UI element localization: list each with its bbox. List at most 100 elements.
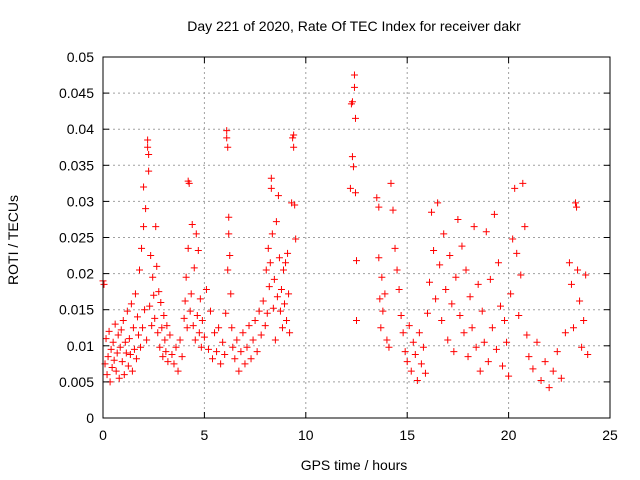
data-point <box>235 367 243 375</box>
tick-labels: 0 5 10 15 20 25 0 0.005 0.01 0.015 0.02 0.025 0.03 0.… <box>59 49 618 443</box>
y-tick-label: 0.05 <box>67 49 94 65</box>
data-point <box>277 285 285 293</box>
data-point <box>109 338 117 346</box>
data-point <box>157 298 165 306</box>
data-point <box>421 369 429 377</box>
data-point <box>262 266 270 274</box>
data-point <box>349 163 357 171</box>
data-point <box>573 203 581 211</box>
data-point <box>245 322 253 330</box>
data-point <box>181 297 189 305</box>
data-point <box>229 343 237 351</box>
data-point <box>541 358 549 366</box>
data-point <box>496 302 504 310</box>
data-point <box>108 363 116 371</box>
data-point <box>164 358 172 366</box>
data-point <box>428 208 436 216</box>
data-point <box>488 324 496 332</box>
data-point <box>180 314 188 322</box>
data-point <box>492 345 500 353</box>
data-point <box>353 257 360 265</box>
data-point <box>134 331 142 339</box>
data-point <box>259 297 267 305</box>
data-point <box>115 374 123 382</box>
data-point <box>478 307 486 315</box>
data-point <box>153 262 161 270</box>
data-point <box>275 254 283 262</box>
data-point <box>206 307 214 315</box>
data-point <box>417 360 425 368</box>
data-point <box>561 329 569 337</box>
data-point <box>140 183 148 191</box>
data-point <box>537 376 545 384</box>
data-point <box>399 329 407 337</box>
data-point <box>187 290 195 298</box>
data-point <box>227 290 235 298</box>
data-point <box>407 367 415 375</box>
data-point <box>264 244 272 252</box>
data-point <box>152 223 160 231</box>
data-point <box>460 329 468 337</box>
data-point <box>130 345 138 353</box>
data-point <box>501 317 509 325</box>
data-point <box>578 343 586 351</box>
data-point <box>376 295 384 303</box>
data-point <box>413 376 421 384</box>
data-point <box>253 348 261 356</box>
data-point <box>452 273 460 281</box>
data-point <box>192 230 200 238</box>
data-point <box>255 307 263 315</box>
data-point <box>292 235 300 243</box>
y-tick-label: 0.03 <box>67 193 94 209</box>
data-point <box>159 353 167 361</box>
data-point <box>223 127 231 135</box>
data-point <box>353 317 360 325</box>
data-point <box>170 360 178 368</box>
data-point <box>166 331 174 339</box>
data-point <box>147 252 155 260</box>
data-point <box>151 314 159 322</box>
data-point <box>122 349 130 357</box>
data-point <box>168 350 176 358</box>
data-point <box>486 275 494 283</box>
data-point <box>389 206 397 214</box>
data-point <box>261 322 269 330</box>
data-point <box>100 280 108 288</box>
data-point <box>470 223 478 231</box>
data-point <box>184 244 192 252</box>
data-point <box>162 348 170 356</box>
data-point <box>375 254 383 262</box>
data-point <box>484 358 492 366</box>
data-point <box>373 194 381 202</box>
data-point <box>503 338 511 346</box>
data-point <box>222 309 230 317</box>
data-point <box>118 358 126 366</box>
data-point <box>247 355 255 363</box>
data-point <box>409 338 417 346</box>
data-point <box>231 355 239 363</box>
data-point <box>529 365 537 373</box>
data-point <box>138 244 146 252</box>
data-point <box>505 372 513 380</box>
data-point <box>160 311 168 319</box>
y-tick-label: 0.045 <box>59 85 94 101</box>
data-point <box>225 213 233 221</box>
data-point <box>468 324 476 332</box>
data-point <box>141 306 149 314</box>
data-point <box>145 150 153 158</box>
data-point <box>263 309 271 317</box>
data-point <box>193 311 201 319</box>
y-tick-label: 0.035 <box>59 157 94 173</box>
data-point <box>515 311 523 319</box>
data-point <box>291 201 299 209</box>
data-point <box>350 83 358 91</box>
y-tick-label: 0.015 <box>59 302 94 318</box>
data-point <box>271 336 279 344</box>
data-point <box>405 322 413 330</box>
data-point <box>149 273 157 281</box>
data-point <box>511 184 519 192</box>
data-point <box>133 313 141 321</box>
data-point <box>282 259 290 267</box>
data-point <box>283 317 291 325</box>
data-point <box>290 131 298 139</box>
